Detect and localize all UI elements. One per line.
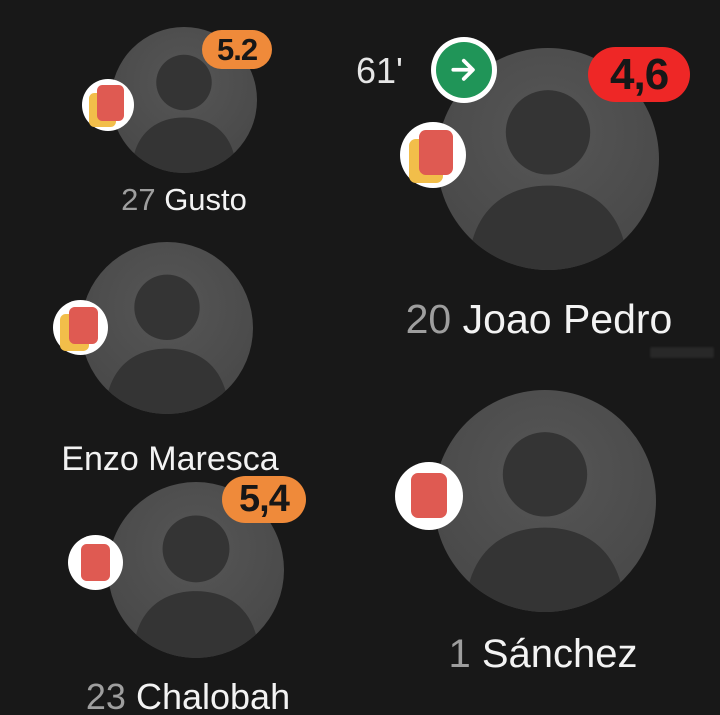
red-card-shape: [68, 306, 98, 344]
player-avatar[interactable]: [434, 390, 656, 612]
rating-badge: 4,6: [588, 47, 691, 102]
shirt-number: 27: [121, 182, 156, 217]
person-silhouette-icon: [105, 274, 229, 414]
manager-name-row: Enzo Maresca: [0, 440, 370, 479]
red-card-shape: [81, 543, 110, 581]
manager-name: Enzo Maresca: [61, 440, 279, 478]
red-card-icon: [68, 535, 123, 590]
substitution-minute: 61': [356, 50, 403, 91]
player-name: Chalobah: [135, 676, 291, 715]
player-name-row: 20 Joao Pedro: [339, 296, 720, 343]
red-card-icon: [395, 462, 463, 530]
person-silhouette-icon: [468, 90, 628, 270]
player-name-row: 1 Sánchez: [343, 632, 720, 677]
manager-avatar[interactable]: [81, 242, 253, 414]
second-yellow-card-icon: [400, 122, 466, 188]
second-yellow-card-icon: [53, 300, 108, 355]
rating-badge: 5.2: [202, 30, 273, 69]
substitution-in-icon: [431, 37, 497, 103]
shirt-number: 23: [85, 676, 126, 715]
player-name-row: 23 Chalobah: [0, 676, 388, 715]
rating-badge: 5,4: [222, 476, 306, 523]
player-name: Sánchez: [481, 632, 638, 676]
player-name-row: 27 Gusto: [0, 182, 384, 218]
person-silhouette-icon: [131, 54, 237, 173]
player-avatar[interactable]: [108, 482, 284, 658]
red-card-shape: [419, 129, 454, 175]
watermark: [650, 347, 714, 358]
shirt-number: 20: [405, 296, 452, 342]
red-card-shape: [411, 472, 447, 519]
person-silhouette-icon: [132, 515, 260, 658]
red-card-shape: [97, 85, 125, 121]
second-yellow-card-icon: [82, 79, 134, 131]
person-silhouette-icon: [465, 432, 625, 612]
player-name: Gusto: [164, 182, 247, 217]
player-name: Joao Pedro: [462, 296, 673, 342]
shirt-number: 1: [448, 632, 471, 676]
